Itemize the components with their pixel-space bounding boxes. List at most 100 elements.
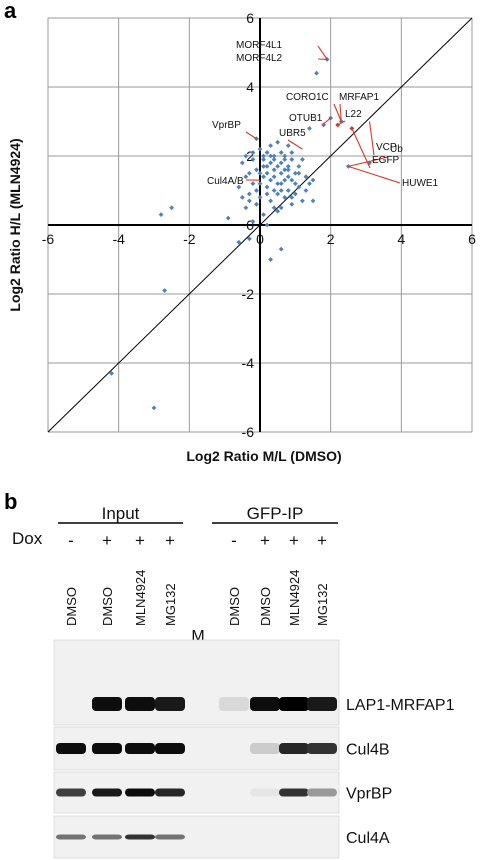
- y-tick-label: -6: [242, 424, 255, 440]
- blot-bands: LAP1-MRFAP1 Cul4B VprBP Cul4A: [53, 639, 455, 859]
- blot-band: [279, 697, 309, 711]
- blot-band: [92, 743, 122, 754]
- data-point: [296, 170, 302, 176]
- data-point: [292, 191, 298, 197]
- data-point: [264, 163, 270, 169]
- data-point: [275, 181, 281, 186]
- annotation-leaders: [245, 45, 401, 184]
- data-point: [264, 184, 270, 190]
- data-point: [151, 405, 157, 411]
- blot-band: [125, 834, 155, 840]
- data-point: [307, 126, 312, 131]
- data-point: [158, 212, 164, 218]
- dox-sign: +: [102, 531, 112, 550]
- data-point: [257, 195, 263, 200]
- dox-sign: +: [165, 531, 175, 550]
- data-point: [254, 201, 259, 207]
- blot-band: [92, 697, 122, 711]
- lane-label: DMSO: [100, 587, 115, 626]
- annotation-leader: [337, 120, 346, 126]
- data-point: [250, 219, 256, 224]
- data-point: [257, 170, 263, 176]
- data-point: [282, 153, 288, 159]
- blot-band: [279, 788, 309, 797]
- lane-label: DMSO: [64, 587, 79, 626]
- x-tick-label: 4: [397, 231, 405, 247]
- blot-band: [250, 788, 280, 797]
- blot-band: [155, 743, 185, 754]
- data-point: [345, 163, 351, 169]
- data-point: [239, 160, 245, 166]
- annotation-leader: [348, 156, 389, 167]
- blot-band: [155, 834, 185, 840]
- data-point: [296, 184, 302, 190]
- data-point: [225, 215, 231, 221]
- data-point: [257, 181, 263, 186]
- dox-sign: -: [68, 531, 74, 550]
- data-point: [243, 153, 249, 159]
- data-point: [268, 153, 273, 159]
- data-point: [278, 205, 284, 211]
- dox-sign: +: [135, 531, 145, 550]
- x-tick-label: -4: [112, 231, 125, 247]
- data-point: [303, 188, 309, 193]
- annotation-leader: [245, 131, 257, 140]
- data-point: [275, 139, 281, 145]
- x-tick-label: 6: [468, 231, 476, 247]
- data-point: [254, 167, 259, 173]
- data-point: [289, 157, 295, 162]
- data-point: [257, 146, 263, 152]
- blot-band: [155, 788, 185, 797]
- data-point: [300, 198, 305, 204]
- data-point: [268, 177, 273, 183]
- data-point: [278, 160, 284, 166]
- data-point: [285, 163, 291, 169]
- point-annotation: MRFAP1: [339, 92, 379, 103]
- data-point: [261, 212, 266, 218]
- data-point: [292, 170, 298, 176]
- data-point: [261, 163, 266, 169]
- data-point: [247, 191, 252, 197]
- annotation-leader: [287, 139, 303, 150]
- point-annotation: VprBP: [212, 120, 241, 131]
- dox-sign: +: [260, 531, 270, 550]
- point-annotation: MORF4L2: [236, 53, 283, 64]
- data-point: [247, 198, 252, 204]
- blot-band: [125, 697, 155, 711]
- band-label: LAP1-MRFAP1: [346, 697, 455, 714]
- chart-ticks: -6 -4 -2 0 2 4 6 -6 -4 -2 0 2 4 6: [42, 10, 476, 440]
- y-tick-label: 0: [246, 217, 254, 233]
- blot-band: [56, 834, 86, 840]
- dox-sign: +: [289, 531, 299, 550]
- data-point: [275, 208, 281, 214]
- dox-sign: +: [317, 531, 327, 550]
- data-point: [303, 174, 309, 180]
- data-point: [236, 184, 242, 190]
- data-point: [271, 157, 277, 162]
- data-point: [243, 174, 249, 180]
- data-point: [285, 174, 291, 180]
- x-tick-label: -2: [183, 231, 196, 247]
- data-point: [282, 157, 288, 162]
- blot-band: [56, 743, 86, 754]
- lane-label: MLN4924: [133, 570, 148, 626]
- band-label: VprBP: [346, 786, 392, 803]
- data-point: [243, 205, 249, 211]
- lane-label: MLN4924: [287, 570, 302, 626]
- x-tick-label: 0: [256, 231, 264, 247]
- data-point: [264, 170, 270, 176]
- data-point: [250, 157, 256, 162]
- data-point: [289, 150, 295, 155]
- blot-band: [307, 788, 337, 797]
- point-annotation: OTUB1: [289, 113, 323, 124]
- scatter-chart: -6 -4 -2 0 2 4 6 -6 -4 -2 0 2 4 6 MORF4L1 MORF4L2 CORO1…: [7, 10, 476, 464]
- data-point: [300, 157, 305, 162]
- annotation-leader: [333, 103, 342, 122]
- annotation-leader: [317, 45, 328, 60]
- annotation-leader: [321, 117, 332, 126]
- data-point: [247, 170, 252, 176]
- blot-band: [250, 697, 280, 711]
- blot-band: [125, 788, 155, 797]
- data-point: [307, 181, 312, 186]
